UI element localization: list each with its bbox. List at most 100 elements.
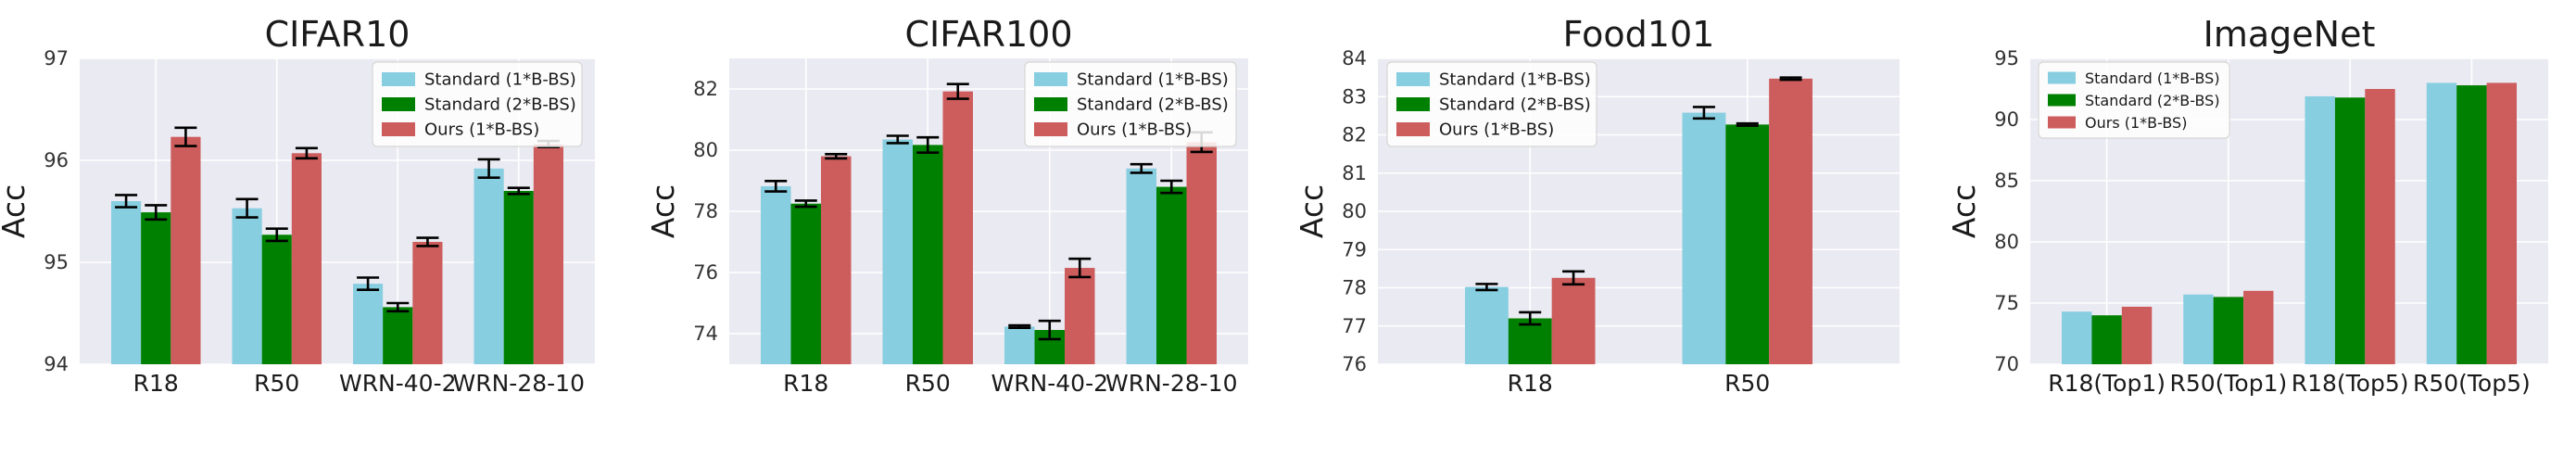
y-tick-label: 84 bbox=[1342, 47, 1367, 70]
legend-swatch bbox=[2048, 71, 2076, 84]
bar-ours-1-b-bs--r50-top5- bbox=[2486, 82, 2517, 365]
bar-standard-2-b-bs--r50 bbox=[261, 234, 292, 364]
y-tick-label: 90 bbox=[1994, 108, 2019, 131]
legend-swatch bbox=[1034, 97, 1067, 111]
bar-standard-1-b-bs--r18 bbox=[761, 185, 791, 364]
legend: Standard (1*B-BS) Standard (2*B-BS) Ours (… bbox=[1024, 61, 1237, 147]
bar-standard-1-b-bs--r50 bbox=[882, 139, 913, 364]
bar-ours-1-b-bs--r18 bbox=[821, 156, 852, 364]
y-tick-label: 76 bbox=[693, 261, 718, 284]
y-tick-label: 77 bbox=[1342, 315, 1367, 337]
bar-standard-2-b-bs--wrn-28-10 bbox=[503, 191, 534, 364]
bar-standard-1-b-bs--r50-top5- bbox=[2426, 82, 2457, 365]
x-tick-label: R18 bbox=[783, 370, 828, 397]
legend-swatch bbox=[1396, 122, 1430, 136]
bar-ours-1-b-bs--wrn-28-10 bbox=[1186, 142, 1217, 364]
y-tick-label: 78 bbox=[1342, 277, 1367, 299]
x-tick-label: WRN-28-10 bbox=[453, 370, 585, 397]
y-tick-label: 82 bbox=[693, 78, 718, 100]
y-tick-label: 79 bbox=[1342, 238, 1367, 260]
bar-ours-1-b-bs--wrn-28-10 bbox=[533, 144, 563, 364]
legend-label: Standard (1*B-BS) bbox=[1077, 70, 1229, 90]
legend-label: Standard (2*B-BS) bbox=[1077, 95, 1229, 115]
x-tick-label: R50(Top5) bbox=[2413, 370, 2531, 397]
y-axis-label: Acc bbox=[1946, 184, 1982, 238]
legend-swatch bbox=[2048, 94, 2076, 107]
chart-title: Food101 bbox=[1563, 14, 1715, 55]
bar-ours-1-b-bs--wrn-40-2 bbox=[1065, 268, 1095, 364]
chart-panel-food101: 76 77 78 79 80 81 82 83 84 R18 R50 Food101 Acc Standa… bbox=[1294, 14, 1900, 397]
bar-standard-2-b-bs--r50-top1- bbox=[2213, 297, 2244, 364]
legend-box bbox=[2038, 61, 2230, 139]
legend-swatch bbox=[1396, 72, 1430, 86]
y-tick-label: 95 bbox=[1994, 47, 2019, 70]
legend: Standard (1*B-BS) Standard (2*B-BS) Ours (… bbox=[1386, 61, 1597, 147]
bar-ours-1-b-bs--r50 bbox=[1769, 78, 1812, 365]
bar-standard-2-b-bs--wrn-40-2 bbox=[383, 307, 413, 364]
legend-swatch bbox=[382, 97, 415, 111]
legend-label: Ours (1*B-BS) bbox=[1439, 120, 1554, 140]
y-tick-label: 70 bbox=[1994, 353, 2019, 375]
bar-standard-2-b-bs--wrn-28-10 bbox=[1156, 186, 1187, 364]
y-tick-label: 78 bbox=[693, 200, 718, 222]
bar-standard-1-b-bs--r18-top5- bbox=[2305, 95, 2335, 365]
legend-swatch bbox=[382, 72, 415, 86]
legend-swatch bbox=[1034, 122, 1067, 136]
y-tick-label: 80 bbox=[1342, 200, 1367, 222]
y-tick-label: 82 bbox=[1342, 124, 1367, 146]
y-axis-label: Acc bbox=[1294, 184, 1330, 238]
y-tick-label: 85 bbox=[1994, 170, 2019, 192]
chart-title: ImageNet bbox=[2203, 14, 2376, 55]
bar-standard-1-b-bs--wrn-40-2 bbox=[353, 284, 384, 364]
y-tick-label: 80 bbox=[693, 139, 718, 161]
x-tick-label: R18 bbox=[1508, 370, 1553, 397]
chart-panel-imagenet: 70 75 80 85 90 95 R18(Top1) R50(Top1) R18(Top5) R… bbox=[1946, 14, 2548, 397]
x-tick-label: R50 bbox=[254, 370, 299, 397]
bar-ours-1-b-bs--r18 bbox=[1551, 277, 1596, 364]
y-tick-label: 81 bbox=[1342, 162, 1367, 184]
legend-label: Standard (1*B-BS) bbox=[2085, 70, 2220, 87]
legend-label: Standard (2*B-BS) bbox=[1439, 95, 1591, 115]
x-tick-label: R50 bbox=[1724, 370, 1770, 397]
bar-ours-1-b-bs--r18-top5- bbox=[2365, 89, 2395, 364]
bar-standard-2-b-bs--r18-top1- bbox=[2091, 315, 2122, 364]
y-tick-label: 94 bbox=[44, 353, 69, 375]
x-tick-label: R18(Top5) bbox=[2292, 370, 2409, 397]
x-tick-label: WRN-28-10 bbox=[1105, 370, 1237, 397]
legend-box bbox=[1024, 61, 1237, 147]
x-tick-label: R18(Top1) bbox=[2048, 370, 2166, 397]
bar-standard-2-b-bs--r18 bbox=[790, 203, 821, 364]
y-tick-label: 97 bbox=[44, 47, 69, 70]
y-tick-label: 74 bbox=[693, 323, 718, 345]
bar-ours-1-b-bs--r18 bbox=[170, 136, 201, 364]
y-tick-label: 76 bbox=[1342, 353, 1367, 375]
x-tick-label: WRN-40-2 bbox=[339, 370, 457, 397]
y-tick-label: 75 bbox=[1994, 292, 2019, 314]
y-tick-label: 95 bbox=[44, 251, 69, 273]
legend: Standard (1*B-BS) Standard (2*B-BS) Ours (… bbox=[372, 61, 583, 147]
legend-swatch bbox=[1034, 72, 1067, 86]
y-axis-label: Acc bbox=[0, 184, 32, 238]
bar-ours-1-b-bs--r50-top1- bbox=[2243, 290, 2274, 364]
bar-standard-2-b-bs--r50-top5- bbox=[2456, 85, 2487, 364]
bar-standard-1-b-bs--r18 bbox=[1465, 286, 1509, 364]
bar-standard-1-b-bs--wrn-28-10 bbox=[474, 168, 504, 364]
legend-label: Ours (1*B-BS) bbox=[2085, 114, 2187, 132]
chart-title: CIFAR100 bbox=[904, 14, 1072, 55]
bar-standard-2-b-bs--r18 bbox=[1508, 318, 1552, 364]
y-axis-label: Acc bbox=[645, 184, 681, 238]
legend-label: Standard (1*B-BS) bbox=[1439, 70, 1591, 90]
bar-standard-2-b-bs--r50 bbox=[913, 145, 943, 364]
x-tick-label: R50(Top1) bbox=[2169, 370, 2287, 397]
bar-standard-1-b-bs--wrn-40-2 bbox=[1004, 326, 1035, 364]
bar-standard-1-b-bs--r18 bbox=[111, 201, 142, 364]
bar-ours-1-b-bs--wrn-40-2 bbox=[412, 242, 443, 364]
legend: Standard (1*B-BS) Standard (2*B-BS) Ours (… bbox=[2038, 61, 2230, 139]
y-tick-label: 96 bbox=[44, 149, 69, 171]
bar-ours-1-b-bs--r50 bbox=[291, 153, 322, 364]
legend-box bbox=[1386, 61, 1597, 147]
x-tick-label: R50 bbox=[905, 370, 951, 397]
x-tick-label: WRN-40-2 bbox=[991, 370, 1108, 397]
